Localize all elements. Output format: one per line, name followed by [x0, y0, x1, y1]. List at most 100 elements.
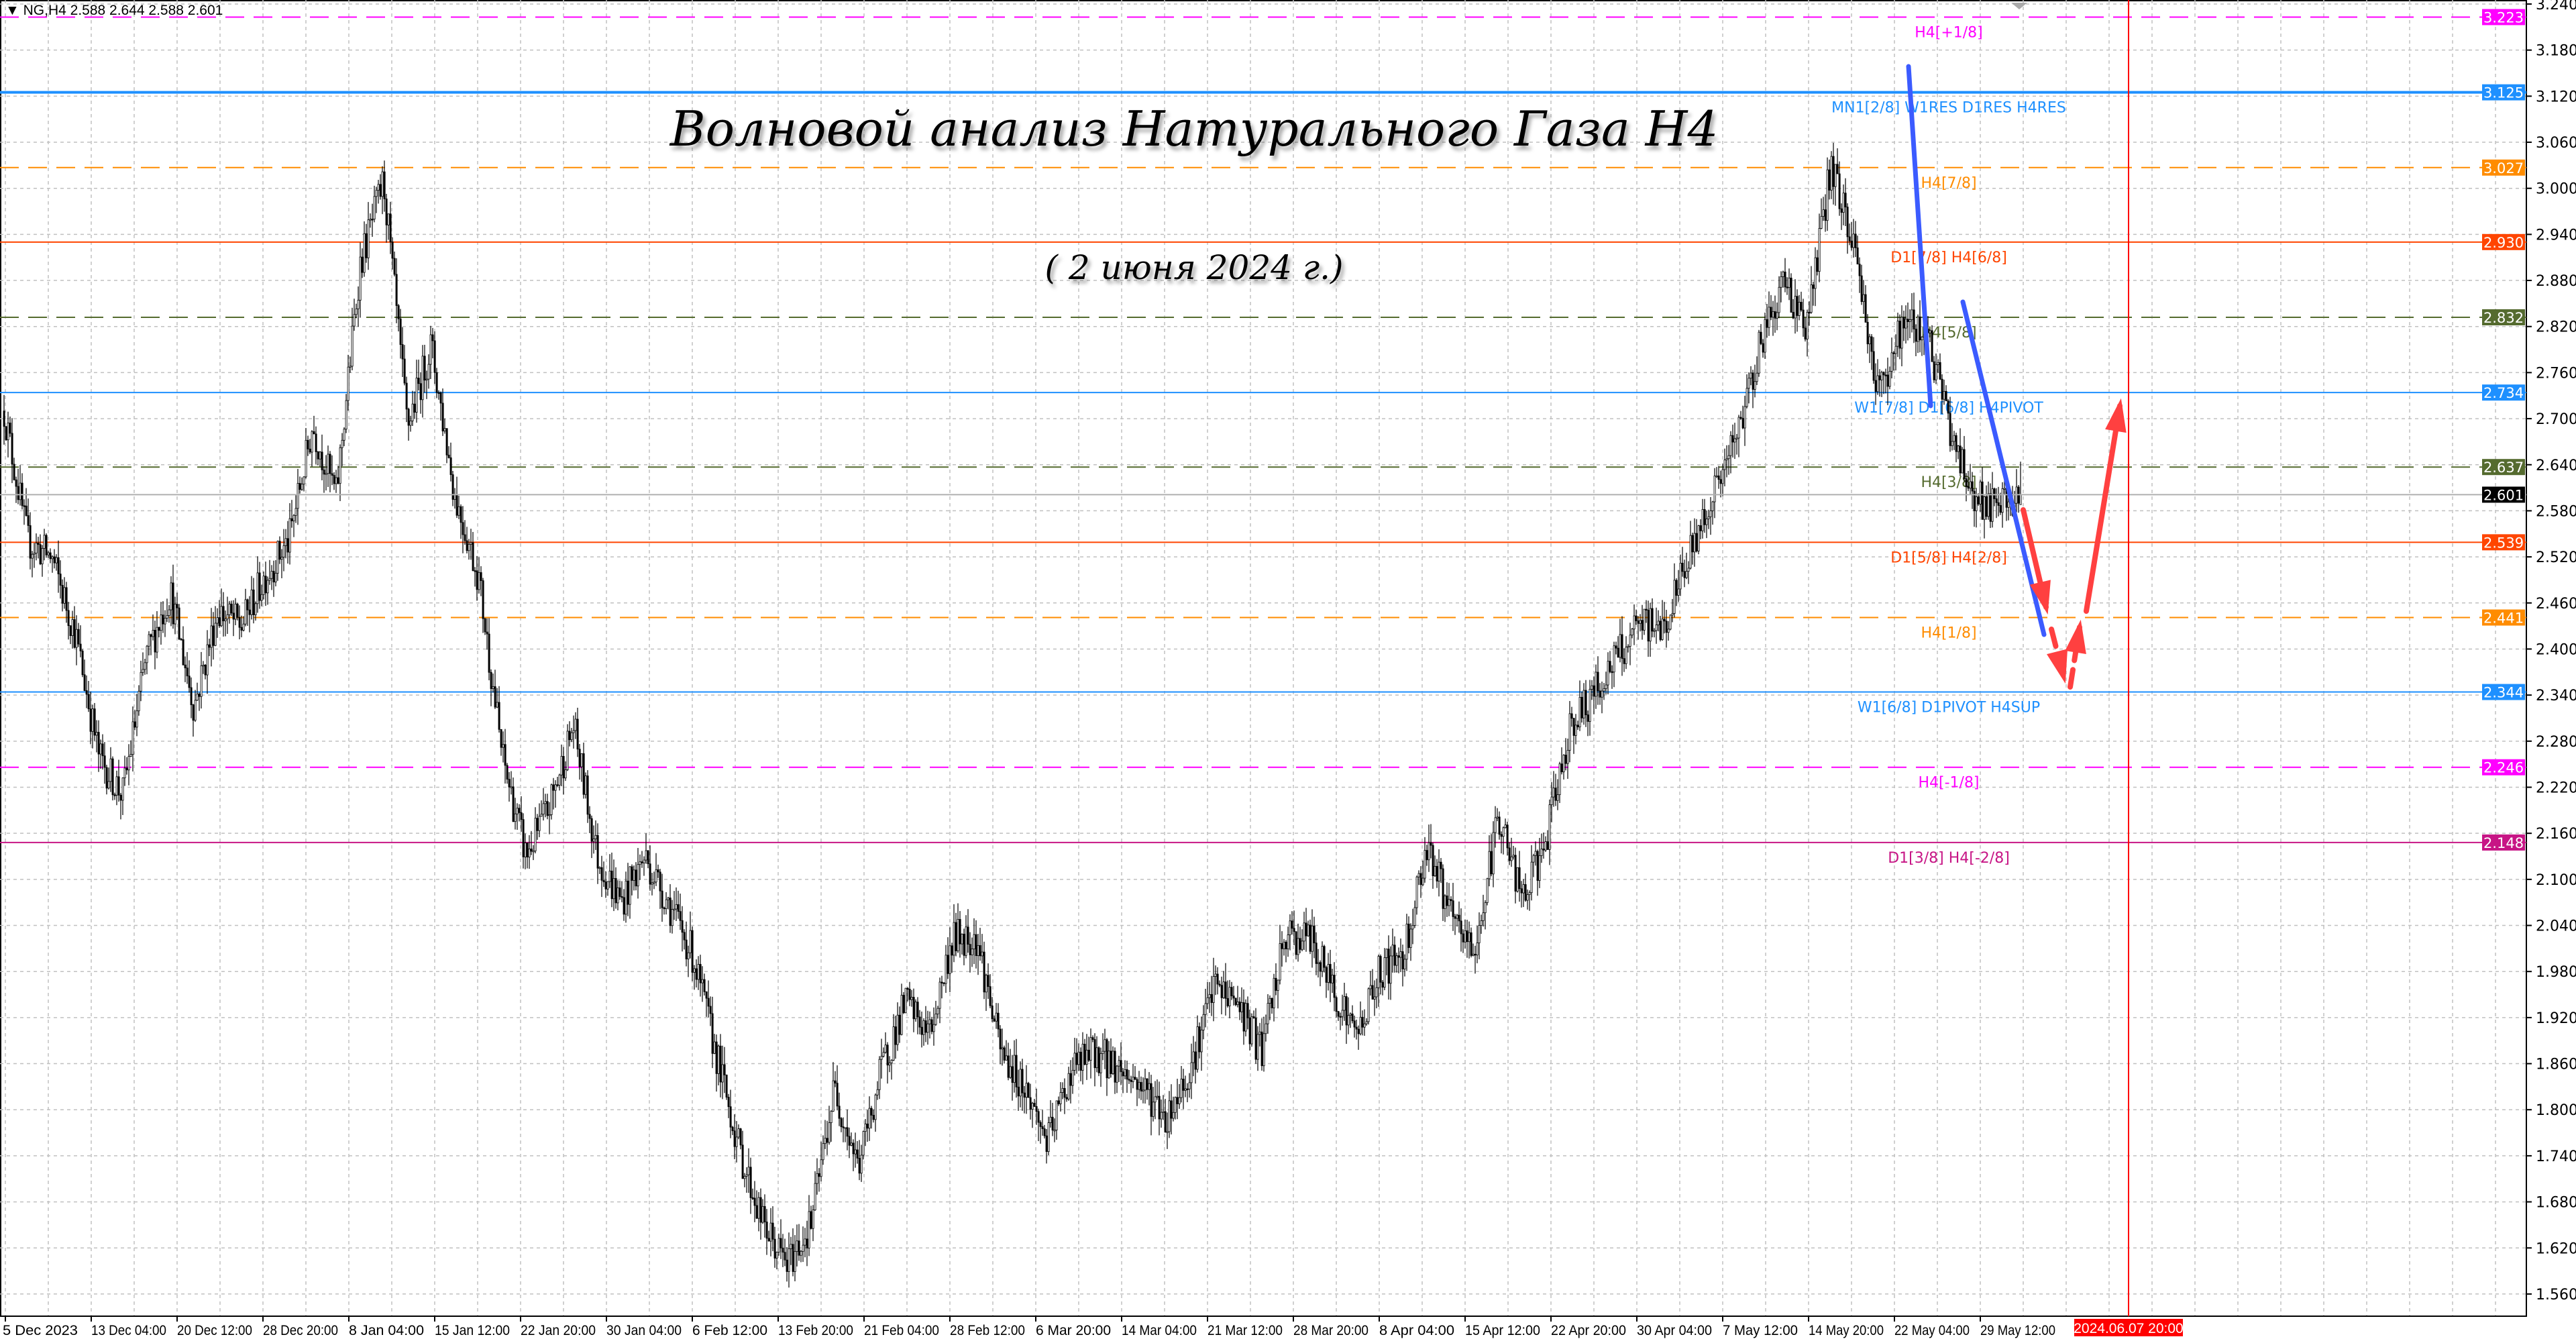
candle-bear [1615, 645, 1617, 649]
candle-bull [1826, 169, 1829, 221]
candle-bull [369, 219, 372, 221]
candle-bear [1490, 851, 1493, 875]
candle-bear [1027, 1083, 1030, 1098]
y-tick-label: 2.640 [2536, 458, 2576, 474]
candle-bull [200, 665, 203, 697]
candle-bull [1059, 1092, 1062, 1104]
candle-bear [619, 888, 621, 897]
candle-bull [854, 1149, 857, 1155]
candle-bear [1426, 850, 1428, 861]
candle-bull [1383, 957, 1386, 988]
candle-bull [152, 629, 154, 637]
shift-marker-icon [2011, 3, 2027, 9]
candle-bull [655, 869, 657, 883]
candle-bear [248, 609, 251, 615]
candle-bull [689, 930, 692, 953]
candle-bull [244, 599, 247, 625]
candle-bull [1496, 816, 1499, 818]
candle-bull [788, 1248, 790, 1272]
candle-bull [1488, 851, 1491, 879]
candle-bear [568, 731, 571, 741]
candle-bull [653, 881, 655, 883]
candle-bull [862, 1131, 865, 1156]
candle-bear [508, 779, 511, 788]
candle-bull [1512, 855, 1515, 857]
arrowhead-icon [2047, 649, 2068, 684]
x-tick-label: 15 Jan 12:00 [435, 1323, 510, 1338]
candle-bear [691, 930, 694, 973]
candle-bull [1067, 1073, 1070, 1100]
candle-bear [1128, 1079, 1130, 1081]
arrowhead-icon [2065, 619, 2086, 655]
price-tag-label: 2.930 [2483, 235, 2524, 251]
candle-bear [1226, 998, 1229, 1006]
candle-bear [959, 919, 961, 945]
candle-bull [1444, 895, 1446, 909]
triangle-down-icon[interactable]: ▼ [5, 3, 23, 18]
candle-bear [1752, 372, 1754, 390]
candle-bull [814, 1183, 816, 1211]
candle-bear [162, 614, 164, 625]
candle-bull [71, 619, 74, 636]
x-tick-label: 8 Jan 04:00 [349, 1323, 424, 1338]
candle-bull [242, 623, 245, 631]
candle-bear [1892, 352, 1895, 354]
candle-bull [757, 1197, 760, 1219]
candle-bear [93, 708, 96, 736]
candle-bear [782, 1247, 784, 1253]
candle-bear [1518, 867, 1521, 890]
candle-bull [1244, 1003, 1247, 1032]
y-tick-label: 1.560 [2536, 1287, 2576, 1303]
candle-bear [1194, 1051, 1197, 1070]
candle-bull [1413, 907, 1416, 926]
candle-bull [1868, 336, 1871, 345]
price-tag [2482, 459, 2525, 476]
candle-bear [979, 945, 981, 957]
candle-bull [1528, 892, 1531, 895]
candle-bull [1265, 1023, 1267, 1034]
candle-bear [1760, 331, 1762, 344]
candle-bull [1582, 690, 1585, 718]
candle-bear [1035, 1106, 1038, 1112]
candle-bull [1385, 949, 1388, 958]
candle-bear [1015, 1055, 1018, 1087]
candle-bear [947, 955, 949, 974]
candle-bear [1981, 481, 1984, 520]
candle-bull [63, 587, 66, 604]
candle-bull [1937, 362, 1939, 365]
candle-bull [667, 897, 669, 900]
candle-bull [301, 484, 303, 490]
candle-bear [1176, 1097, 1179, 1104]
candle-bull [1391, 945, 1394, 957]
candle-bull [1649, 608, 1652, 642]
candle-bull [1788, 278, 1790, 288]
candle-bull [1655, 625, 1658, 631]
candle-bear [1506, 824, 1509, 849]
candle-bull [347, 366, 350, 401]
candle-bull [95, 732, 98, 736]
candle-bull [1502, 827, 1505, 837]
candle-bear [991, 1005, 994, 1020]
candle-bull [816, 1173, 818, 1184]
candle-bull [1975, 496, 1978, 511]
candle-bear [679, 911, 682, 921]
x-tick-label: 22 Apr 20:00 [1551, 1323, 1626, 1338]
y-tick-label: 2.460 [2536, 596, 2576, 612]
candle-bear [870, 1108, 873, 1116]
candle-bear [1524, 884, 1527, 901]
candle-bear [337, 477, 339, 484]
candle-bull [1148, 1083, 1150, 1090]
candle-bear [1856, 248, 1859, 265]
candle-bear [13, 464, 15, 480]
candle-bull [554, 784, 557, 791]
level-label: H4[+1/8] [1915, 24, 1983, 41]
candle-bear [73, 619, 76, 648]
candle-bear [912, 997, 915, 1020]
candle-bull [926, 1023, 929, 1033]
candle-bear [1140, 1081, 1142, 1091]
candle-bear [663, 907, 665, 910]
candle-bull [387, 213, 390, 225]
candle-bear [125, 767, 128, 771]
y-tick-label: 2.880 [2536, 273, 2576, 290]
